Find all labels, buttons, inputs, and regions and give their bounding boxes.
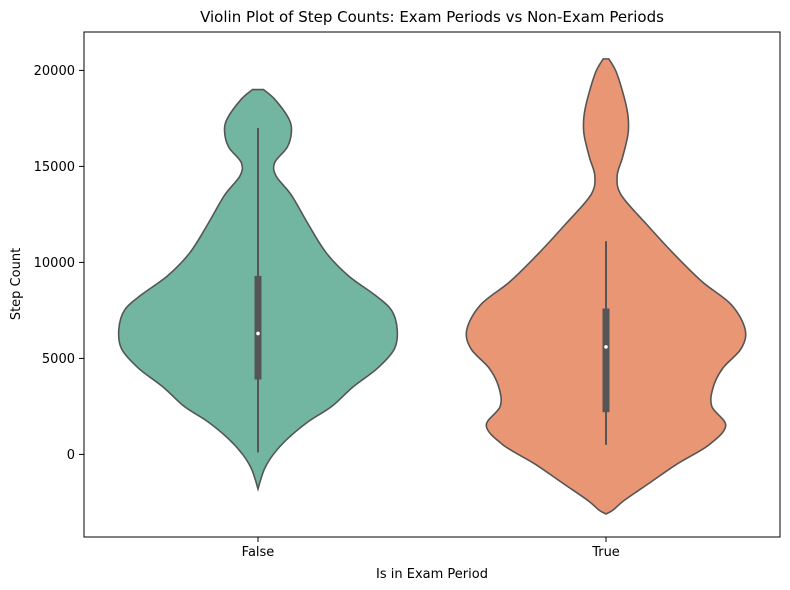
y-tick-label: 0 bbox=[67, 448, 75, 463]
plot-area bbox=[117, 58, 747, 515]
x-tick-label: True bbox=[591, 545, 620, 560]
y-tick-label: 5000 bbox=[42, 352, 75, 367]
y-tick-label: 10000 bbox=[34, 256, 75, 271]
iqr-box-true bbox=[602, 308, 610, 413]
x-tick-label: False bbox=[242, 545, 275, 560]
y-tick-label: 20000 bbox=[34, 64, 75, 79]
y-axis: 0 5000 10000 15000 20000 bbox=[34, 64, 84, 463]
y-tick-label: 15000 bbox=[34, 160, 75, 175]
y-axis-label: Step Count bbox=[9, 248, 24, 320]
median-point-false bbox=[256, 331, 260, 336]
x-axis-label: Is in Exam Period bbox=[376, 567, 488, 582]
x-axis: False True bbox=[242, 537, 620, 560]
iqr-box-false bbox=[254, 275, 262, 380]
axes-frame bbox=[83, 31, 781, 538]
chart-title: Violin Plot of Step Counts: Exam Periods… bbox=[200, 8, 664, 26]
median-point-true bbox=[604, 345, 608, 349]
